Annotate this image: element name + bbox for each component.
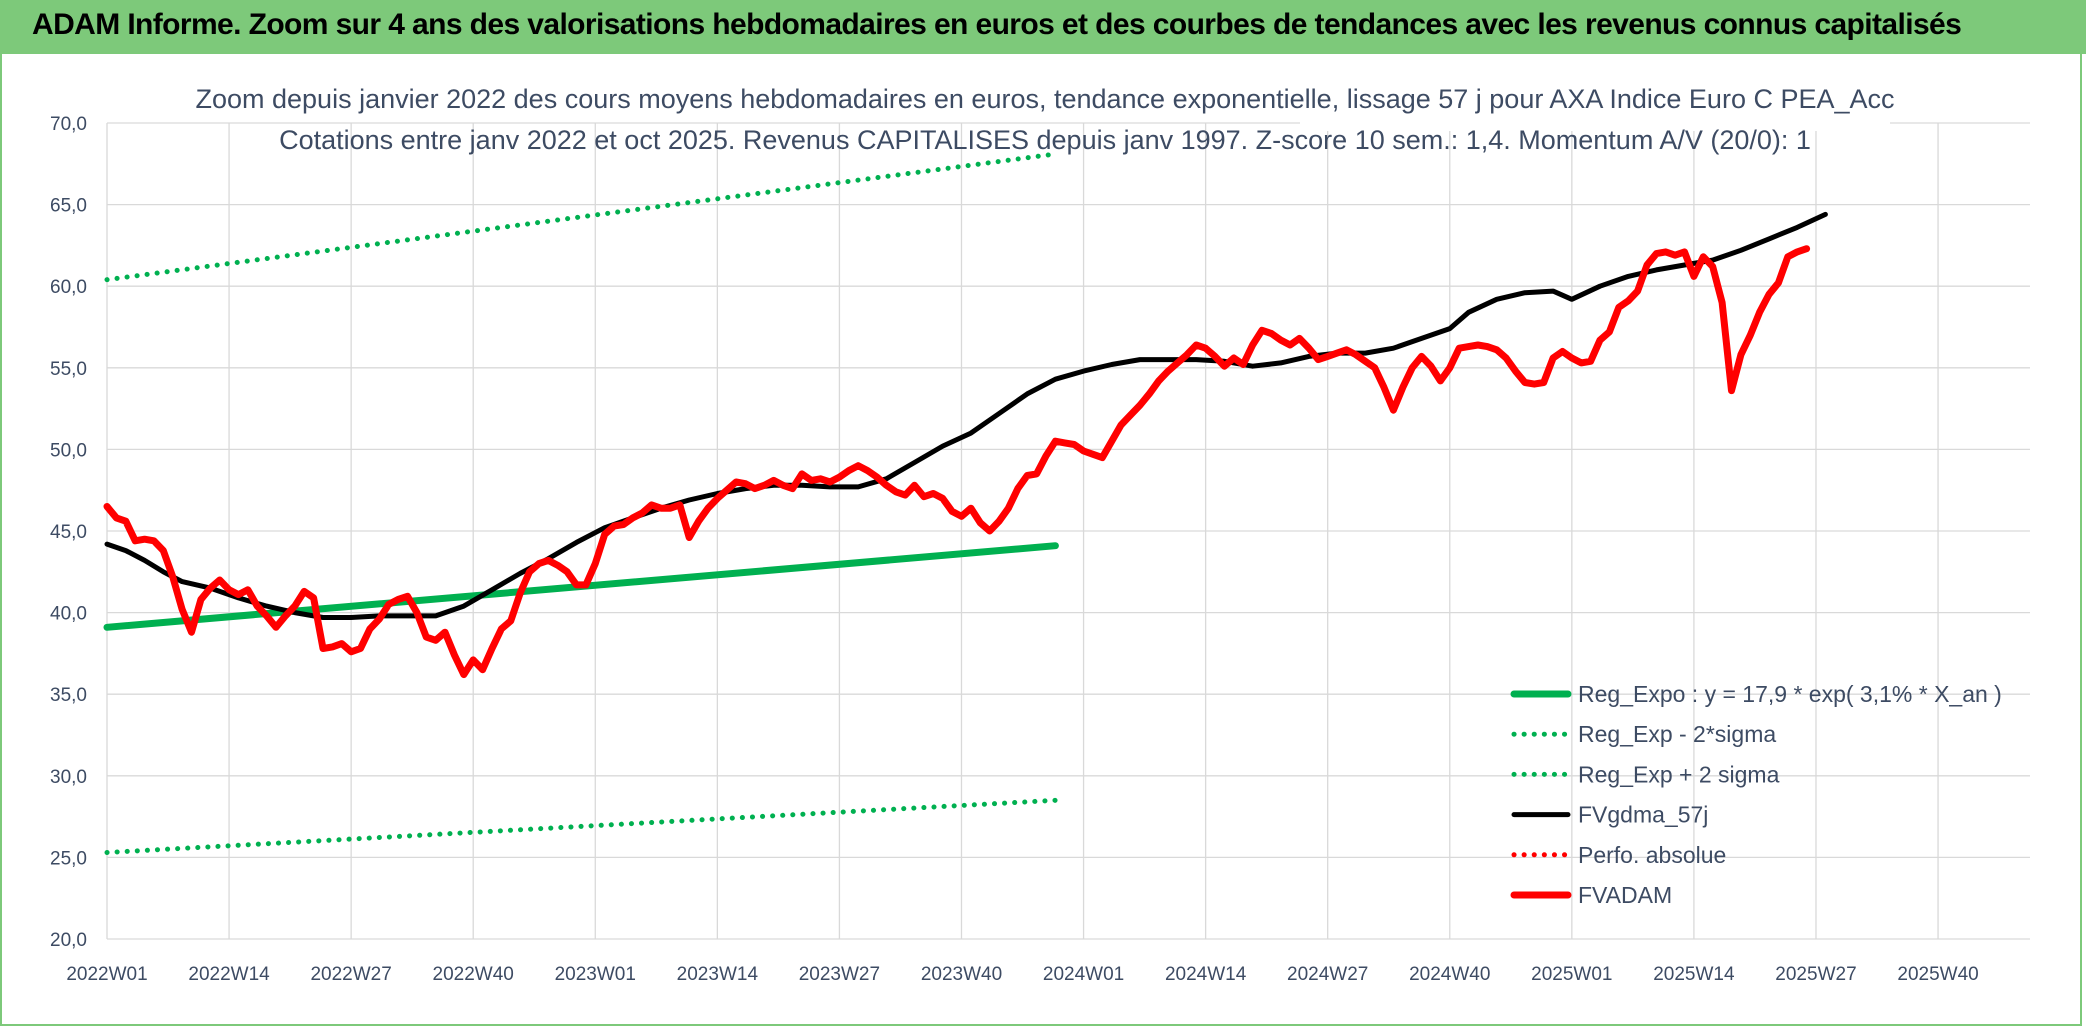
y-axis-labels: 70,0 65,0 60,0 55,0 50,0 45,0 40,0 35,0 30,0 25,0… xyxy=(50,114,87,951)
reg-plus-2sigma-line xyxy=(104,151,1058,283)
x-tick-label: 2025W27 xyxy=(1775,964,1856,985)
chart-series xyxy=(103,151,1828,855)
chart-title: Zoom depuis janvier 2022 des cours moyen… xyxy=(195,84,1894,114)
y-tick-label: 65,0 xyxy=(50,196,87,217)
y-tick-label: 45,0 xyxy=(50,522,87,543)
legend-label: Perfo. absolue xyxy=(1578,842,1726,868)
title-background xyxy=(1300,95,1890,131)
banner-title: ADAM Informe. Zoom sur 4 ans des valoris… xyxy=(32,8,1962,41)
legend-label: Reg_Exp + 2 sigma xyxy=(1578,761,1780,787)
x-tick-label: 2023W01 xyxy=(555,964,636,985)
x-tick-label: 2024W40 xyxy=(1409,964,1490,985)
y-tick-label: 40,0 xyxy=(50,604,87,625)
chart-gridlines xyxy=(106,122,2030,940)
y-tick-label: 60,0 xyxy=(50,277,87,298)
y-tick-label: 25,0 xyxy=(50,848,87,869)
x-tick-label: 2024W01 xyxy=(1043,964,1124,985)
y-tick-label: 30,0 xyxy=(50,767,87,788)
x-tick-label: 2022W14 xyxy=(188,964,270,985)
chart-subtitle: Cotations entre janv 2022 et oct 2025. R… xyxy=(279,125,1811,155)
legend-label: FVADAM xyxy=(1578,882,1672,908)
x-tick-label: 2024W14 xyxy=(1165,964,1247,985)
title-banner: ADAM Informe. Zoom sur 4 ans des valoris… xyxy=(0,0,2086,54)
x-tick-label: 2025W40 xyxy=(1897,964,1978,985)
y-tick-label: 20,0 xyxy=(50,930,87,951)
x-tick-label: 2024W27 xyxy=(1287,964,1368,985)
x-axis-labels: 2022W01 2022W14 2022W27 2022W40 2023W01 2023W… xyxy=(66,964,1978,985)
y-tick-label: 50,0 xyxy=(50,440,87,461)
x-tick-label: 2022W01 xyxy=(66,964,147,985)
y-tick-label: 70,0 xyxy=(50,114,87,135)
x-tick-label: 2022W40 xyxy=(433,964,514,985)
legend-label: Reg_Exp - 2*sigma xyxy=(1578,721,1776,747)
x-tick-label: 2022W27 xyxy=(310,964,391,985)
x-tick-label: 2025W14 xyxy=(1653,964,1735,985)
fvadam-line xyxy=(103,245,1811,679)
y-tick-label: 55,0 xyxy=(50,359,87,380)
reg-minus-2sigma-line xyxy=(104,797,1058,855)
fvgdma-57j-line xyxy=(104,211,1828,620)
chart-legend: Reg_Expo : y = 17,9 * exp( 3,1% * X_an )… xyxy=(1510,681,2002,908)
y-tick-label: 35,0 xyxy=(50,685,87,706)
x-tick-label: 2023W27 xyxy=(799,964,880,985)
x-tick-label: 2023W14 xyxy=(677,964,759,985)
x-tick-label: 2025W01 xyxy=(1531,964,1612,985)
legend-label: FVgdma_57j xyxy=(1578,802,1708,828)
legend-label: Reg_Expo : y = 17,9 * exp( 3,1% * X_an ) xyxy=(1578,681,2002,707)
chart-frame xyxy=(0,54,2082,1026)
x-tick-label: 2023W40 xyxy=(921,964,1002,985)
